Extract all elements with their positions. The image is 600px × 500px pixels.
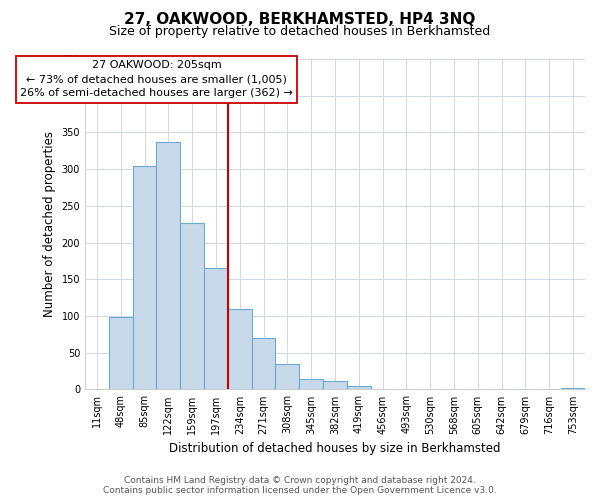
Bar: [133, 166, 157, 390]
Bar: [228, 310, 251, 390]
Text: 27, OAKWOOD, BERKHAMSTED, HP4 3NQ: 27, OAKWOOD, BERKHAMSTED, HP4 3NQ: [124, 12, 476, 28]
Bar: [180, 222, 204, 390]
Bar: [109, 316, 133, 390]
Bar: [299, 379, 323, 390]
Bar: [561, 388, 585, 390]
Text: Size of property relative to detached houses in Berkhamsted: Size of property relative to detached ho…: [109, 25, 491, 38]
Bar: [347, 386, 371, 390]
Y-axis label: Number of detached properties: Number of detached properties: [43, 131, 56, 317]
Text: Contains HM Land Registry data © Crown copyright and database right 2024.
Contai: Contains HM Land Registry data © Crown c…: [103, 476, 497, 495]
Bar: [275, 364, 299, 390]
Text: 27 OAKWOOD: 205sqm
← 73% of detached houses are smaller (1,005)
26% of semi-deta: 27 OAKWOOD: 205sqm ← 73% of detached hou…: [20, 60, 293, 98]
Bar: [204, 268, 228, 390]
Bar: [157, 142, 180, 390]
Bar: [323, 382, 347, 390]
Bar: [251, 338, 275, 390]
X-axis label: Distribution of detached houses by size in Berkhamsted: Distribution of detached houses by size …: [169, 442, 501, 455]
